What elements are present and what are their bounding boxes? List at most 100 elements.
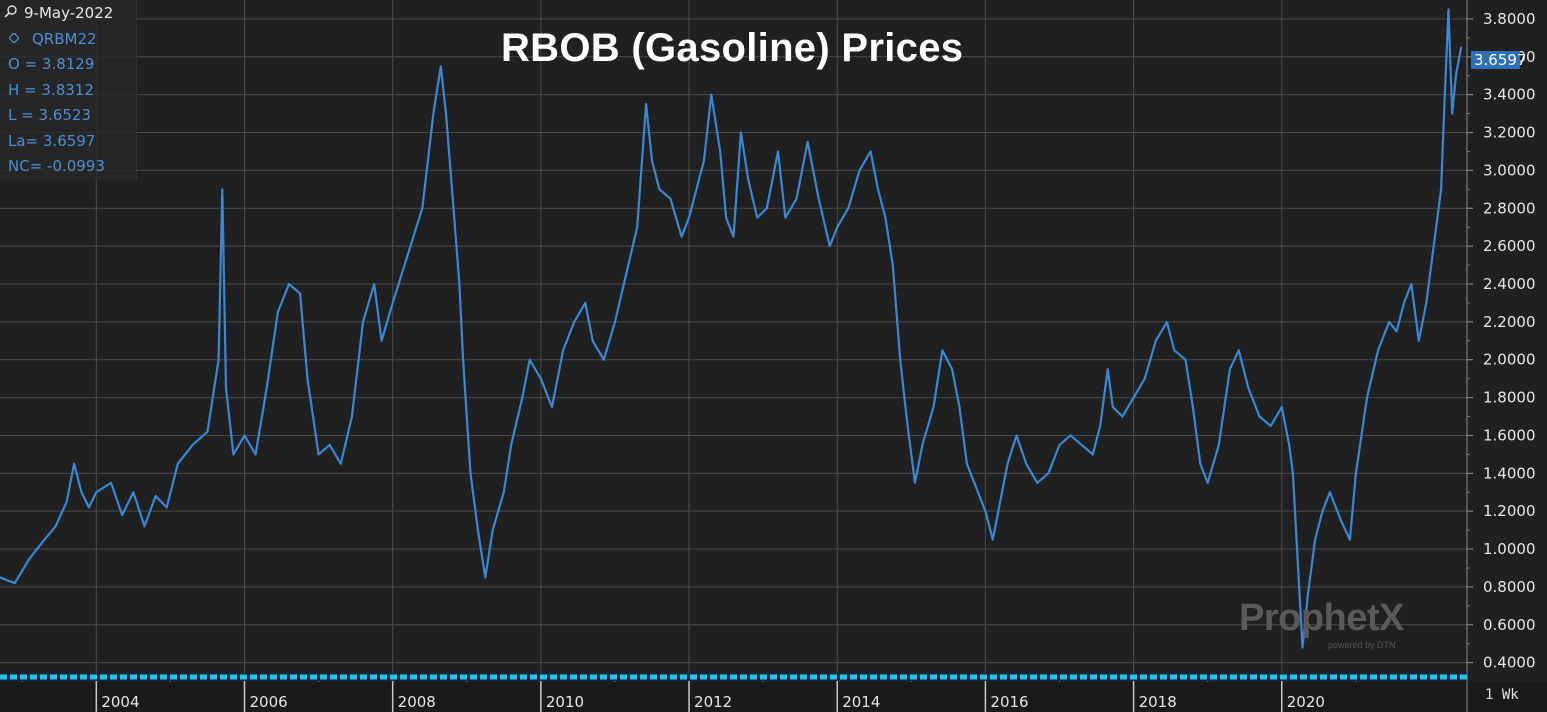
price-point bbox=[299, 292, 301, 295]
price-point bbox=[966, 463, 968, 465]
x-tick-label: 2004 bbox=[101, 693, 139, 711]
quote-low: L = 3.6523 bbox=[8, 106, 91, 124]
price-point bbox=[1229, 368, 1231, 371]
magnifier-icon[interactable] bbox=[4, 4, 18, 18]
price-point bbox=[521, 396, 524, 399]
price-point bbox=[1132, 396, 1135, 399]
price-point bbox=[1297, 567, 1299, 569]
price-point bbox=[0, 576, 1, 579]
y-tick-label: 3.0000 bbox=[1483, 161, 1536, 179]
price-point bbox=[1444, 93, 1446, 96]
watermark-brand: ProphetX bbox=[1239, 597, 1404, 639]
price-point bbox=[177, 463, 179, 465]
watermark-subtitle: powered by DTN bbox=[1328, 640, 1396, 650]
price-point bbox=[1047, 472, 1050, 475]
quote-symbol: QRBM22 bbox=[32, 30, 97, 48]
price-point bbox=[1025, 463, 1027, 465]
y-tick-label: 1.2000 bbox=[1483, 502, 1536, 520]
price-point bbox=[1099, 425, 1101, 427]
price-point bbox=[1340, 519, 1342, 522]
price-point bbox=[88, 506, 90, 509]
price-point bbox=[777, 150, 779, 153]
price-point bbox=[645, 103, 647, 105]
price-point bbox=[1455, 74, 1457, 77]
price-point bbox=[217, 358, 220, 361]
quote-open: O = 3.8129 bbox=[8, 55, 95, 73]
price-point bbox=[1366, 396, 1368, 399]
price-point bbox=[951, 368, 953, 371]
price-point bbox=[469, 472, 472, 475]
price-point bbox=[906, 425, 909, 427]
price-point bbox=[1269, 425, 1272, 427]
price-point bbox=[1247, 387, 1250, 389]
price-point bbox=[1410, 283, 1413, 285]
price-point bbox=[1121, 415, 1124, 418]
quote-last: La= 3.6597 bbox=[8, 132, 96, 150]
price-point bbox=[1288, 444, 1290, 446]
price-point bbox=[877, 188, 879, 191]
price-point bbox=[562, 349, 564, 352]
quote-net-change: NC= -0.0993 bbox=[8, 157, 105, 175]
price-point bbox=[154, 495, 157, 497]
price-point bbox=[265, 387, 268, 389]
price-point bbox=[254, 453, 257, 456]
price-point bbox=[551, 406, 553, 408]
price-point bbox=[80, 491, 83, 494]
price-point bbox=[458, 283, 461, 285]
price-point bbox=[603, 358, 605, 361]
price-point bbox=[591, 340, 594, 342]
price-point bbox=[306, 377, 309, 380]
x-tick-label: 2018 bbox=[1139, 693, 1177, 711]
price-point bbox=[221, 188, 224, 191]
price-point bbox=[858, 169, 861, 172]
price-point bbox=[999, 500, 1001, 503]
x-axis-band bbox=[0, 682, 1547, 712]
price-point bbox=[636, 226, 638, 228]
price-point bbox=[892, 264, 894, 266]
y-tick-label: 2.4000 bbox=[1483, 275, 1536, 293]
price-point bbox=[740, 131, 742, 134]
price-point bbox=[406, 254, 409, 257]
price-point bbox=[362, 321, 364, 323]
price-point bbox=[725, 216, 727, 219]
price-point bbox=[1112, 406, 1114, 408]
price-point bbox=[973, 482, 976, 484]
price-point bbox=[1058, 444, 1061, 446]
price-point bbox=[288, 283, 290, 285]
price-point bbox=[440, 65, 442, 68]
price-point bbox=[54, 525, 57, 528]
price-point bbox=[1418, 340, 1420, 342]
price-point bbox=[1069, 434, 1072, 437]
period-selector[interactable]: 1 Wk bbox=[1485, 687, 1519, 703]
price-point bbox=[614, 321, 616, 323]
x-tick-label: 2020 bbox=[1287, 693, 1325, 711]
price-point bbox=[1447, 8, 1450, 11]
price-point bbox=[710, 93, 713, 96]
price-point bbox=[491, 529, 494, 531]
price-point bbox=[1080, 444, 1083, 446]
price-point bbox=[1355, 472, 1357, 475]
price-point bbox=[503, 491, 505, 494]
price-point bbox=[484, 576, 487, 579]
price-point bbox=[1258, 415, 1261, 418]
price-point bbox=[165, 506, 168, 509]
price-point bbox=[328, 444, 331, 446]
price-point bbox=[921, 444, 924, 446]
price-point bbox=[373, 283, 376, 285]
x-tick-label: 2016 bbox=[990, 693, 1028, 711]
price-point bbox=[317, 453, 320, 456]
price-point bbox=[421, 207, 424, 210]
price-point bbox=[1166, 321, 1168, 323]
price-point bbox=[625, 273, 627, 276]
price-point bbox=[1314, 538, 1316, 541]
price-point bbox=[829, 245, 831, 247]
price-point bbox=[658, 188, 661, 191]
price-point bbox=[1006, 463, 1009, 465]
price-point bbox=[1015, 434, 1018, 437]
price-point bbox=[836, 226, 838, 228]
price-point bbox=[747, 179, 750, 181]
price-point bbox=[1432, 245, 1435, 247]
price-point bbox=[784, 216, 787, 219]
x-tick-label: 2006 bbox=[250, 693, 288, 711]
